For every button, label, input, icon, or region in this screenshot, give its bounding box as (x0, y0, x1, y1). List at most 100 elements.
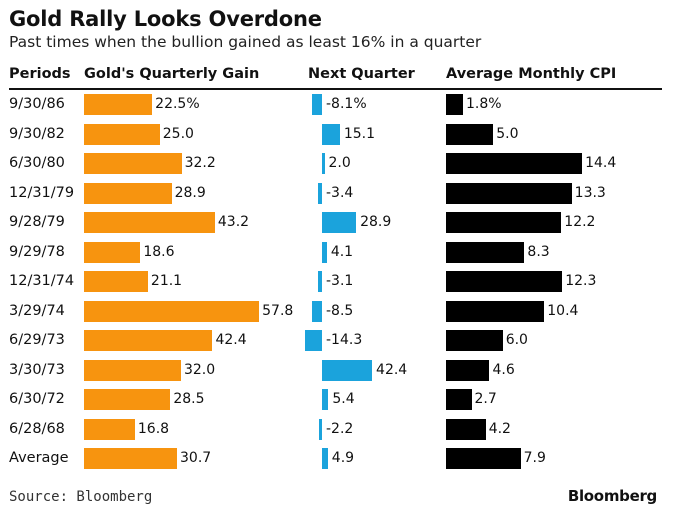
gain-value-label: 18.6 (143, 243, 175, 260)
table-row: 6/30/72 28.5 5.4 2.7 (0, 386, 674, 414)
gain-value-label: 28.9 (174, 184, 206, 201)
table-row: Average 30.7 4.9 7.9 (0, 445, 674, 473)
cpi-bar (446, 271, 563, 292)
gain-bar (84, 389, 171, 410)
next-quarter-bar (311, 300, 322, 322)
gain-value-label: 42.4 (215, 332, 247, 348)
gain-bar (84, 300, 260, 322)
cpi-value-label: 12.2 (564, 214, 596, 230)
gain-bar (84, 418, 135, 440)
period-label: 3/29/74 (9, 302, 65, 319)
next-quarter-bar (305, 330, 322, 351)
cpi-bar (446, 300, 545, 322)
next-quarter-bar (322, 241, 327, 263)
next-quarter-value-label: -3.4 (326, 184, 354, 201)
cpi-value-label: 7.9 (523, 450, 546, 466)
table-row: 6/29/73 42.4 -14.3 6.0 (0, 327, 674, 355)
cpi-value-label: 14.4 (585, 155, 617, 171)
next-quarter-value-label: 2.0 (328, 155, 351, 171)
next-quarter-bar (317, 182, 322, 204)
gain-bar (84, 448, 178, 469)
period-label: 12/31/79 (9, 184, 75, 201)
period-label: 6/29/73 (9, 332, 65, 348)
header-periods: Periods (9, 66, 71, 82)
next-quarter-bar (319, 418, 322, 440)
period-label: 9/28/79 (9, 214, 65, 230)
gain-bar (84, 330, 213, 351)
table-row: 3/29/74 57.8 -8.5 10.4 (0, 298, 674, 326)
cpi-bar (446, 123, 494, 145)
cpi-bar (446, 330, 503, 351)
gain-value-label: 43.2 (217, 214, 250, 230)
cpi-bar (446, 94, 463, 115)
period-label: Average (9, 450, 69, 466)
cpi-bar (446, 241, 525, 263)
gain-value-label: 22.5% (155, 96, 200, 112)
cpi-value-label: 12.3 (565, 273, 597, 289)
gain-bar (84, 271, 148, 292)
bloomberg-logo: Bloomberg (567, 487, 657, 505)
gain-bar (84, 182, 172, 204)
cpi-bar (446, 182, 572, 204)
next-quarter-bar (322, 123, 340, 145)
table-row: 9/29/78 18.6 4.1 8.3 (0, 239, 674, 267)
gain-value-label: 21.1 (150, 273, 183, 289)
cpi-value-label: 1.8% (466, 96, 502, 112)
gain-value-label: 30.7 (180, 450, 212, 466)
table-row: 9/30/82 25.0 15.1 5.0 (0, 121, 674, 149)
period-label: 6/28/68 (9, 420, 65, 437)
next-quarter-value-label: -2.2 (326, 420, 354, 437)
table-row: 12/31/74 21.1 -3.1 12.3 (0, 268, 674, 296)
gain-bar (84, 212, 215, 233)
chart-subtitle: Past times when the bullion gained as le… (9, 33, 482, 51)
gain-bar (84, 94, 153, 115)
cpi-value-label: 2.7 (474, 391, 497, 407)
next-quarter-value-label: -14.3 (326, 332, 363, 348)
next-quarter-bar (322, 212, 357, 233)
chart-title: Gold Rally Looks Overdone (9, 7, 322, 31)
header-rule (9, 88, 662, 90)
cpi-bar (446, 389, 472, 410)
gain-value-label: 25.0 (162, 125, 194, 142)
cpi-value-label: 4.6 (492, 361, 515, 378)
cpi-value-label: 8.3 (527, 243, 550, 260)
cpi-value-label: 5.0 (496, 125, 519, 142)
source-note: Source: Bloomberg (9, 489, 153, 505)
next-quarter-value-label: 4.9 (331, 450, 355, 466)
next-quarter-value-label: 15.1 (343, 125, 375, 142)
table-row: 9/30/86 22.5% -8.1% 1.8% (0, 91, 674, 119)
gain-value-label: 28.5 (173, 391, 205, 407)
table-row: 3/30/73 32.0 42.4 4.6 (0, 357, 674, 385)
period-label: 9/30/86 (9, 96, 65, 112)
cpi-bar (446, 153, 583, 174)
cpi-value-label: 13.3 (574, 184, 606, 201)
cpi-value-label: 6.0 (505, 332, 528, 348)
next-quarter-value-label: 5.4 (332, 391, 355, 407)
gain-value-label: 16.8 (137, 420, 170, 437)
cpi-bar (446, 212, 562, 233)
table-row: 9/28/79 43.2 28.9 12.2 (0, 209, 674, 237)
header-quarterly-gain: Gold's Quarterly Gain (84, 66, 260, 82)
period-label: 9/29/78 (9, 243, 65, 260)
next-quarter-bar (322, 359, 373, 381)
cpi-bar (446, 418, 486, 440)
header-next-quarter: Next Quarter (308, 66, 415, 82)
period-label: 6/30/80 (9, 155, 65, 171)
next-quarter-bar (318, 271, 322, 292)
gain-bar (84, 359, 181, 381)
next-quarter-bar (322, 448, 328, 469)
cpi-value-label: 10.4 (547, 302, 579, 319)
gain-bar (84, 123, 160, 145)
next-quarter-bar (322, 389, 329, 410)
next-quarter-value-label: -8.1% (326, 96, 367, 112)
cpi-bar (446, 448, 521, 469)
next-quarter-bar (322, 153, 325, 174)
period-label: 9/30/82 (9, 125, 65, 142)
header-average-cpi: Average Monthly CPI (446, 66, 617, 82)
next-quarter-value-label: 28.9 (360, 214, 392, 230)
table-row: 12/31/79 28.9 -3.4 13.3 (0, 180, 674, 208)
next-quarter-value-label: -3.1 (326, 273, 354, 289)
next-quarter-value-label: 42.4 (376, 361, 408, 378)
next-quarter-value-label: 4.1 (330, 243, 354, 260)
table-row: 6/30/80 32.2 2.0 14.4 (0, 150, 674, 178)
